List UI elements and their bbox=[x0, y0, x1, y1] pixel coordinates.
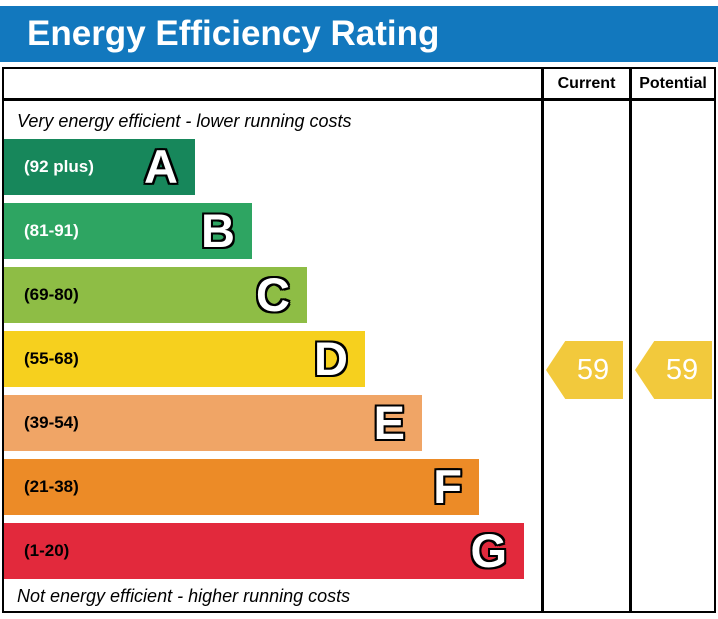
caption-bottom: Not energy efficient - higher running co… bbox=[17, 586, 351, 606]
column-divider-potential bbox=[629, 69, 632, 611]
band-range-label: (1-20) bbox=[24, 541, 70, 560]
header-potential: Potential bbox=[639, 74, 707, 92]
band-letter: B bbox=[201, 204, 235, 257]
current-rating-value: 59 bbox=[576, 353, 610, 386]
band-range-label: (39-54) bbox=[24, 413, 79, 432]
band-row-f: (21-38) F bbox=[4, 459, 479, 515]
band-range-label: (92 plus) bbox=[24, 157, 94, 176]
potential-rating-value: 59 bbox=[665, 353, 699, 386]
band-range-label: (69-80) bbox=[24, 285, 79, 304]
band-letter: A bbox=[144, 140, 178, 193]
band-letter: E bbox=[373, 396, 405, 449]
band-letter: C bbox=[256, 268, 290, 321]
title-bar: Energy Efficiency Rating bbox=[0, 6, 718, 62]
band-letter: D bbox=[314, 332, 348, 385]
page-title: Energy Efficiency Rating bbox=[27, 14, 440, 53]
header-current: Current bbox=[557, 74, 616, 92]
band-row-b: (81-91) B bbox=[4, 203, 252, 259]
band-row-e: (39-54) E bbox=[4, 395, 422, 451]
caption-top: Very energy efficient - lower running co… bbox=[17, 111, 352, 131]
band-row-d: (55-68) D bbox=[4, 331, 365, 387]
band-range-label: (55-68) bbox=[24, 349, 79, 368]
band-range-label: (21-38) bbox=[24, 477, 79, 496]
band-range-label: (81-91) bbox=[24, 221, 79, 240]
bands-container: (92 plus) A (81-91) B (69-80) C (55-68) D (39-54… bbox=[4, 69, 714, 611]
band-row-a: (92 plus) A bbox=[4, 139, 195, 195]
band-letter: F bbox=[433, 460, 462, 513]
band-row-g: (1-20) G bbox=[4, 523, 524, 579]
band-letter: G bbox=[470, 524, 507, 577]
column-divider-current bbox=[541, 69, 544, 611]
band-row-c: (69-80) C bbox=[4, 267, 307, 323]
epc-table: Current Potential Very energy efficient … bbox=[2, 67, 716, 613]
header-divider bbox=[4, 98, 714, 101]
